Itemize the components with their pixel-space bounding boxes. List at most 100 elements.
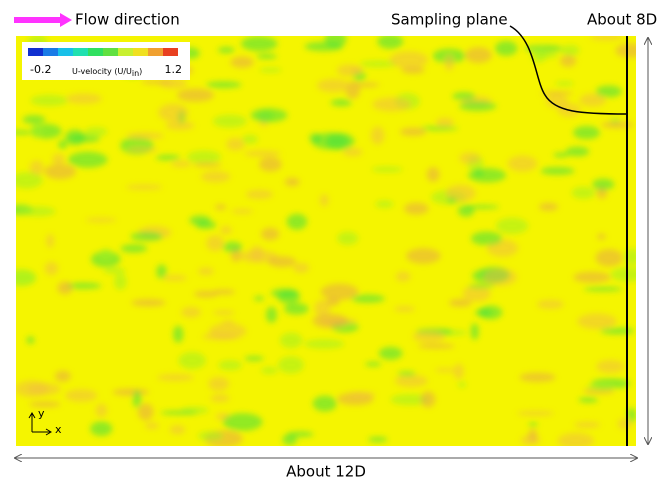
field-blob (540, 91, 574, 96)
field-blob (446, 197, 457, 203)
field-blob (314, 299, 331, 317)
field-blob (173, 325, 184, 343)
field-blob (58, 139, 68, 150)
field-blob (31, 120, 41, 139)
field-blob (114, 273, 127, 290)
field-blob (531, 47, 547, 63)
field-blob (555, 81, 575, 87)
colorbar-segment (73, 48, 88, 56)
field-blob (397, 371, 417, 377)
field-blob (218, 46, 235, 54)
field-blob (156, 264, 167, 279)
field-blob (435, 117, 454, 128)
field-blob (141, 79, 173, 85)
field-blob (420, 126, 458, 131)
field-blob (617, 418, 632, 430)
field-blob (65, 282, 102, 290)
field-blob (202, 333, 239, 341)
field-blob (507, 155, 538, 172)
field-blob (390, 394, 430, 406)
field-blob (627, 407, 636, 423)
field-blob (459, 152, 481, 164)
field-blob (46, 233, 55, 248)
field-blob (545, 94, 569, 109)
field-blob (245, 189, 274, 200)
field-blob (26, 336, 35, 344)
colorbar-segment (28, 48, 43, 56)
field-blob (312, 395, 337, 412)
field-blob (352, 82, 380, 88)
field-blob (597, 233, 606, 240)
label-end: ) (139, 67, 142, 76)
colorbar-min: -0.2 (30, 63, 51, 76)
field-blob (577, 313, 617, 330)
field-blob (378, 346, 403, 360)
field-blob (471, 231, 503, 246)
colorbar-segment (118, 48, 133, 56)
field-blob (372, 97, 412, 112)
field-blob (560, 54, 577, 67)
field-blob (65, 389, 98, 402)
field-blob (595, 85, 622, 98)
field-blob (265, 306, 277, 323)
field-blob (137, 403, 154, 421)
field-blob (64, 129, 86, 146)
field-blob (458, 101, 497, 112)
field-blob (126, 132, 164, 140)
field-blob (412, 330, 446, 343)
field-blob (453, 363, 464, 380)
field-blob (57, 281, 73, 295)
field-blob (103, 267, 126, 275)
field-blob (231, 208, 253, 214)
field-blob (574, 421, 601, 429)
colorbar-segment (103, 48, 118, 56)
field-blob (250, 108, 288, 123)
field-blob (462, 285, 491, 302)
colorbar-segment (133, 48, 148, 56)
field-blob (330, 99, 352, 107)
field-blob (394, 374, 428, 387)
field-blob (452, 92, 476, 101)
field-blob (226, 138, 245, 151)
field-blob (573, 125, 600, 140)
field-blob (197, 431, 224, 441)
sampling-leader (509, 25, 628, 115)
field-blob (267, 256, 297, 268)
field-blob (458, 381, 467, 388)
field-blob (536, 299, 564, 310)
field-blob (44, 261, 59, 276)
field-blob (586, 383, 615, 391)
field-blob (200, 171, 231, 183)
flow-arrowhead (60, 13, 72, 27)
field-blob (368, 436, 388, 443)
field-blob (320, 283, 359, 301)
field-blob (240, 36, 278, 52)
field-blob (244, 150, 281, 157)
field-blob (287, 431, 314, 438)
label-sub: in (132, 69, 139, 78)
field-blob (193, 290, 219, 298)
velocity-field (16, 36, 636, 446)
colorbar-max: 1.2 (165, 63, 183, 76)
field-blob (573, 271, 611, 283)
field-blob (470, 323, 479, 340)
field-blob (449, 298, 472, 307)
field-blob (325, 133, 355, 150)
field-blob (284, 177, 300, 187)
field-blob (54, 370, 71, 382)
field-blob (259, 67, 282, 73)
label-main: U-velocity (U/U (72, 67, 132, 76)
field-blob (65, 93, 102, 104)
field-blob (337, 231, 359, 245)
field-blob (615, 43, 636, 58)
field-blob (592, 178, 615, 191)
field-blob (365, 361, 382, 367)
field-blob (155, 154, 181, 161)
field-blob (517, 410, 555, 416)
field-blob (571, 186, 596, 199)
height-label: About 8D (587, 11, 657, 29)
field-blob (465, 47, 492, 63)
axis-y: y (38, 407, 45, 420)
field-blob (596, 359, 625, 373)
